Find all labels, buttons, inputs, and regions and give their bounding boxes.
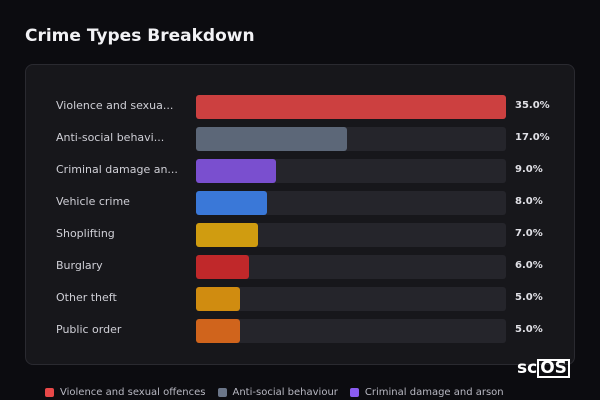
value-label: 5.0% (515, 324, 543, 335)
category-label: Violence and sexua... (56, 99, 174, 112)
chart-title: Crime Types Breakdown (25, 26, 255, 46)
bar (196, 319, 241, 343)
category-label: Shoplifting (56, 227, 115, 240)
legend: Violence and sexual offences Anti-social … (45, 387, 504, 398)
logo-text: sc (517, 358, 538, 378)
legend-item: Anti-social behaviour (217, 387, 338, 398)
bar-row: Other theft 5.0% (26, 287, 576, 311)
category-label: Other theft (56, 291, 117, 304)
legend-label: Violence and sexual offences (60, 387, 206, 398)
value-label: 5.0% (515, 292, 543, 303)
category-label: Anti-social behavi... (56, 131, 165, 144)
bar-track (196, 287, 506, 311)
bar (196, 191, 267, 215)
category-label: Burglary (56, 259, 103, 272)
bar (196, 159, 276, 183)
logo: sc OS (517, 358, 570, 378)
legend-item: Violence and sexual offences (45, 387, 206, 398)
bar (196, 287, 241, 311)
bar-row: Shoplifting 7.0% (26, 223, 576, 247)
bar-track (196, 255, 506, 279)
bar (196, 95, 506, 119)
bar-track (196, 127, 506, 151)
value-label: 8.0% (515, 196, 543, 207)
bar-track (196, 191, 506, 215)
bar-track (196, 95, 506, 119)
bar-row: Vehicle crime 8.0% (26, 191, 576, 215)
bar-row: Criminal damage an... 9.0% (26, 159, 576, 183)
chart-card: Violence and sexua... 35.0% Anti-social b… (25, 64, 575, 365)
value-label: 17.0% (515, 132, 550, 143)
logo-box: OS (537, 359, 570, 378)
value-label: 35.0% (515, 100, 550, 111)
bar-track (196, 159, 506, 183)
bar-row: Violence and sexua... 35.0% (26, 95, 576, 119)
legend-label: Anti-social behaviour (232, 387, 338, 398)
legend-swatch (349, 388, 359, 397)
legend-swatch (217, 388, 227, 397)
bar-track (196, 319, 506, 343)
category-label: Criminal damage an... (56, 163, 178, 176)
value-label: 9.0% (515, 164, 543, 175)
category-label: Public order (56, 323, 122, 336)
bar-row: Burglary 6.0% (26, 255, 576, 279)
bar-row: Anti-social behavi... 17.0% (26, 127, 576, 151)
bar-row: Public order 5.0% (26, 319, 576, 343)
bar-track (196, 223, 506, 247)
category-label: Vehicle crime (56, 195, 130, 208)
legend-label: Criminal damage and arson (364, 387, 504, 398)
bar (196, 127, 347, 151)
value-label: 6.0% (515, 260, 543, 271)
bar (196, 255, 250, 279)
legend-item: Criminal damage and arson (349, 387, 504, 398)
value-label: 7.0% (515, 228, 543, 239)
bar (196, 223, 258, 247)
legend-swatch (45, 388, 54, 397)
